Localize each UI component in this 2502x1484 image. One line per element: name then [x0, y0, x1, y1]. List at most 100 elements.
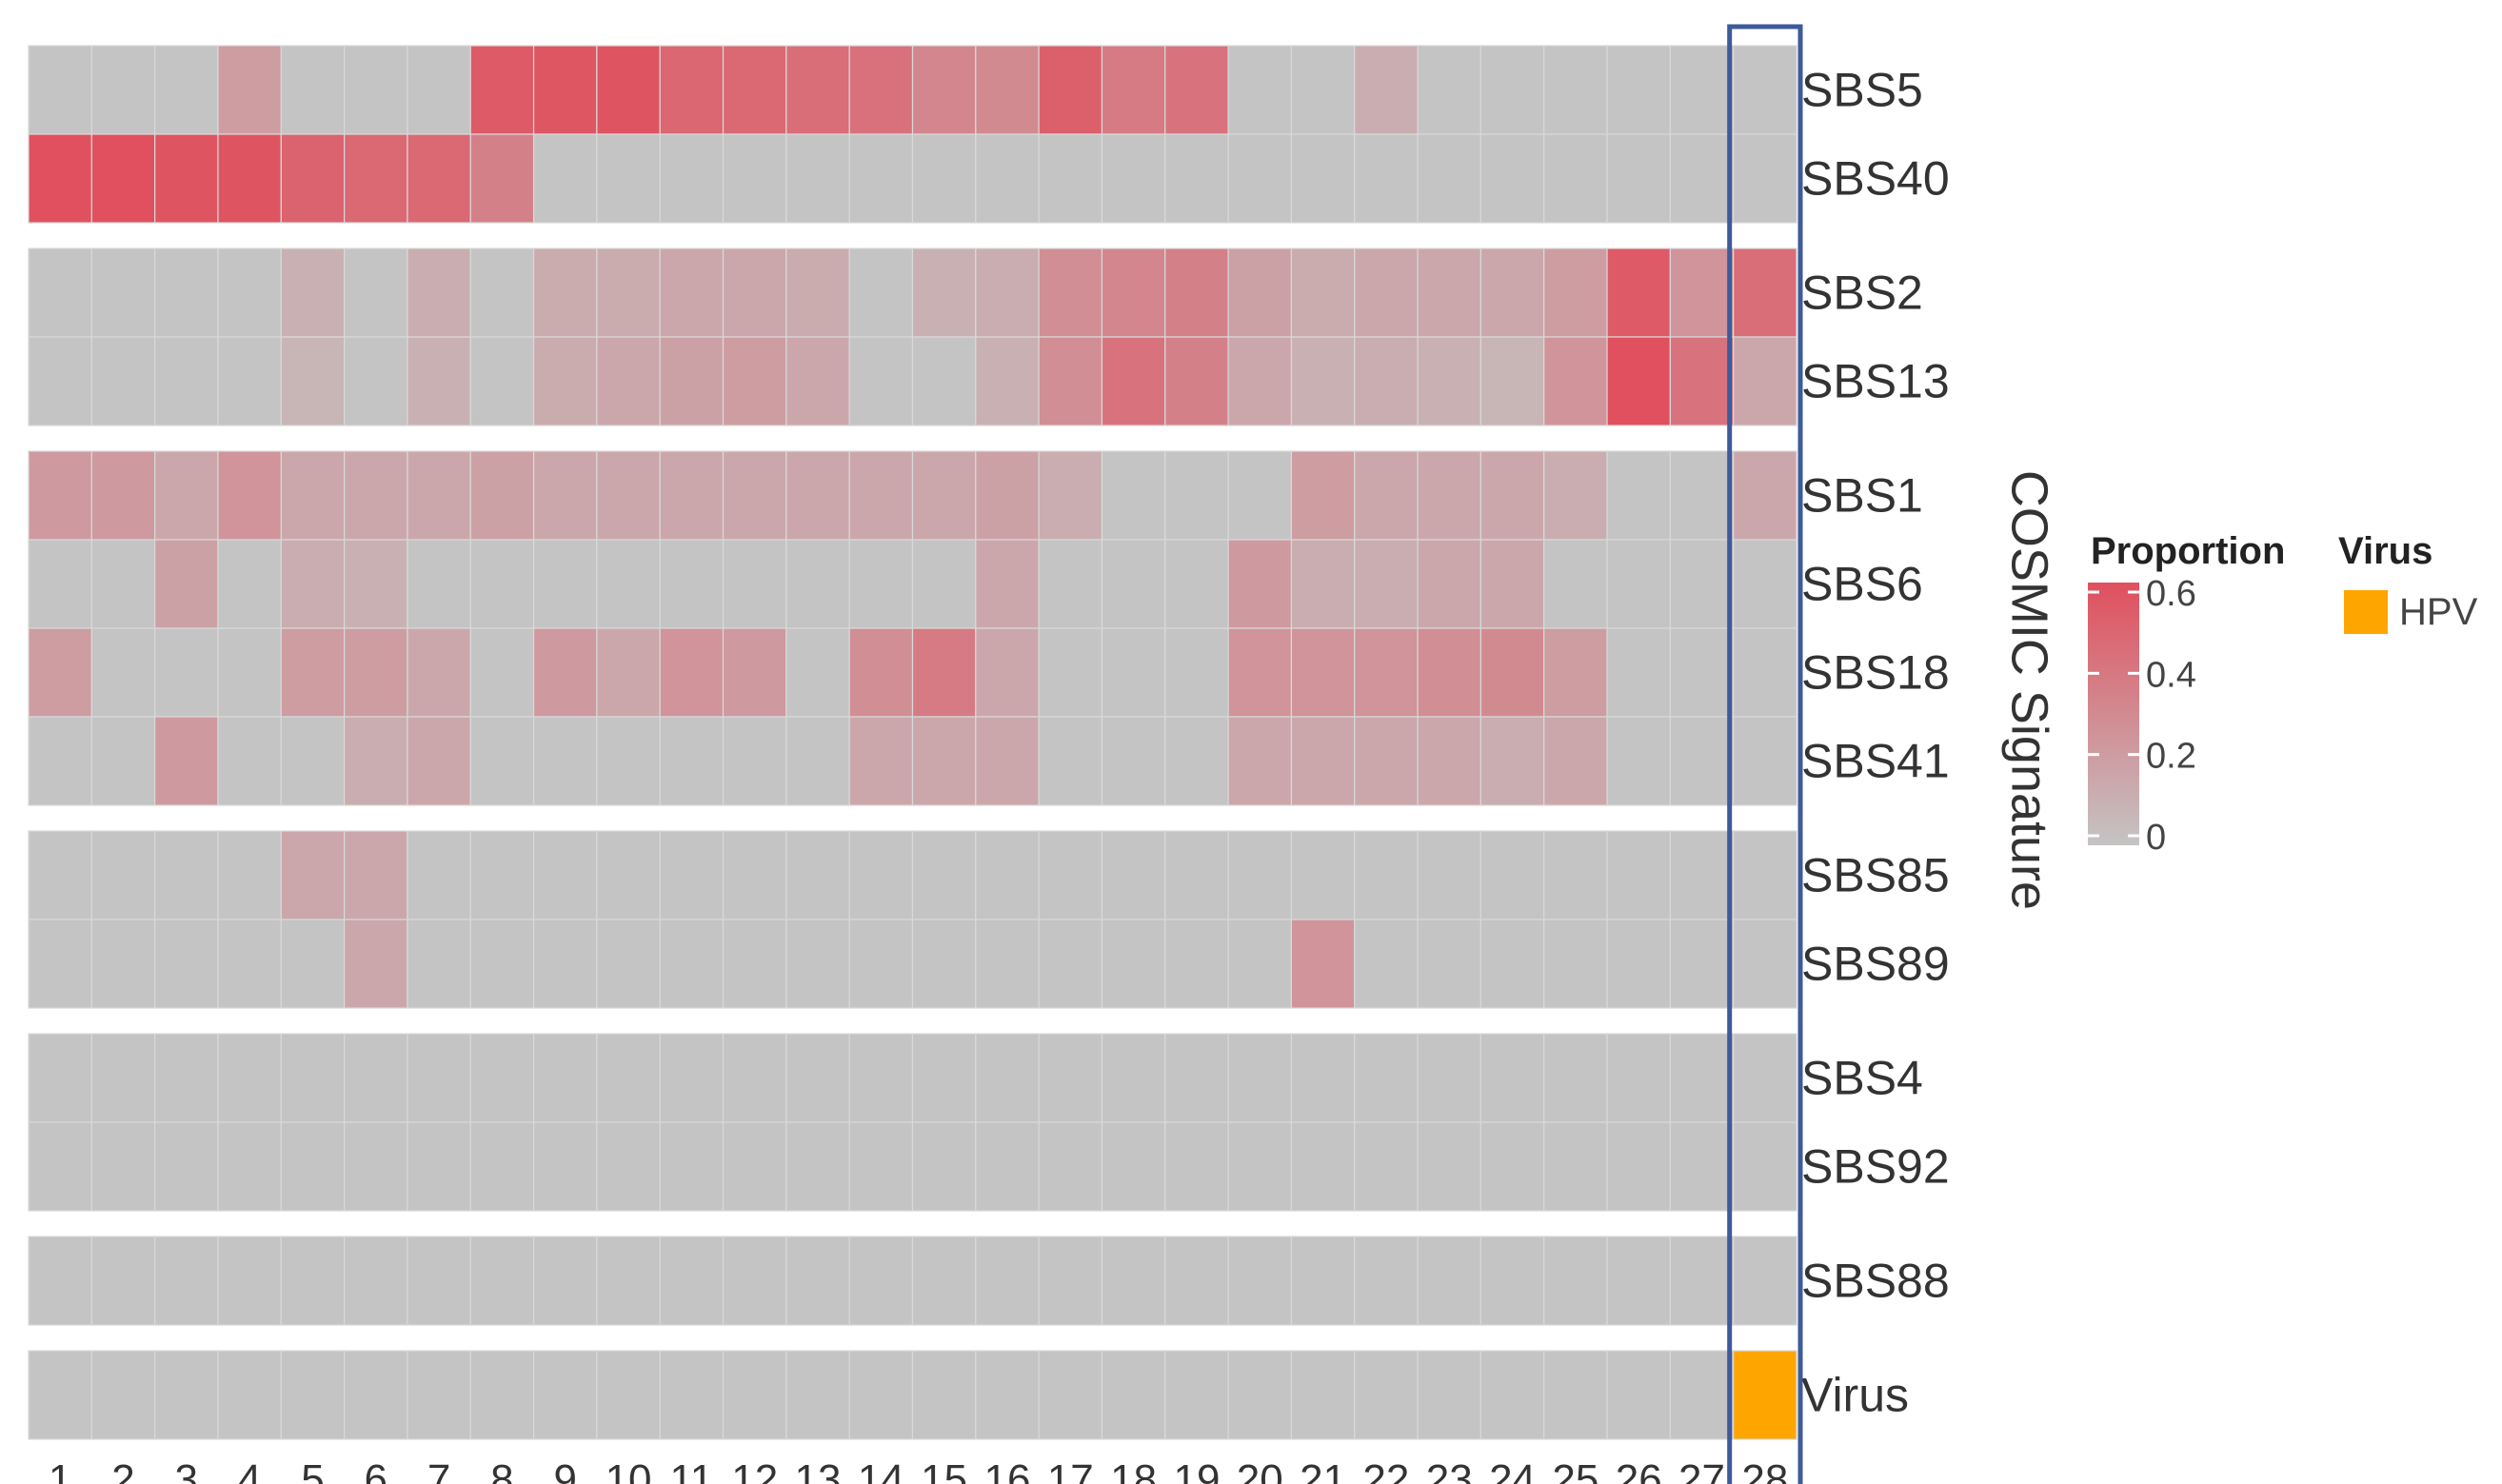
- cell-sbs18-22: [1354, 627, 1419, 718]
- cell-virus-12: [722, 1350, 787, 1440]
- cell-sbs92-18: [1101, 1121, 1166, 1212]
- cell-sbs41-6: [344, 716, 408, 806]
- cell-sbs41-10: [596, 716, 661, 806]
- cell-sbs5-12: [722, 45, 787, 135]
- cell-sbs2-6: [344, 247, 408, 338]
- virus-swatch-hpv: [2344, 590, 2388, 634]
- cell-sbs88-20: [1227, 1236, 1293, 1326]
- cell-sbs6-18: [1101, 539, 1166, 629]
- cell-sbs92-24: [1479, 1121, 1545, 1212]
- cell-sbs4-3: [154, 1033, 219, 1123]
- cell-sbs2-14: [848, 247, 914, 338]
- tick-label-0: 0: [2146, 818, 2166, 858]
- row-label-sbs18: SBS18: [1801, 646, 1950, 700]
- cell-sbs4-17: [1038, 1033, 1103, 1123]
- cell-sbs2-9: [532, 247, 598, 338]
- cell-sbs13-3: [154, 336, 219, 426]
- sample-label-27: 27: [1678, 1456, 1725, 1484]
- cell-sbs89-8: [469, 919, 535, 1009]
- cell-sbs89-20: [1227, 919, 1293, 1009]
- cell-sbs1-8: [469, 450, 535, 541]
- cell-sbs1-16: [975, 450, 1040, 541]
- cell-sbs5-16: [975, 45, 1040, 135]
- cell-sbs6-9: [532, 539, 598, 629]
- sample-label-26: 26: [1616, 1456, 1662, 1484]
- cell-sbs13-1: [28, 336, 92, 426]
- cell-sbs41-21: [1290, 716, 1356, 806]
- cell-sbs13-7: [407, 336, 471, 426]
- cell-sbs2-25: [1543, 247, 1608, 338]
- cell-sbs88-7: [407, 1236, 471, 1326]
- tick-label-0.6: 0.6: [2146, 574, 2196, 614]
- cell-sbs88-16: [975, 1236, 1040, 1326]
- cell-sbs18-25: [1543, 627, 1608, 718]
- cell-sbs1-21: [1290, 450, 1356, 541]
- sample-label-22: 22: [1362, 1456, 1409, 1484]
- row-label-sbs89: SBS89: [1801, 938, 1950, 991]
- cell-sbs13-24: [1479, 336, 1545, 426]
- cell-virus-13: [785, 1350, 850, 1440]
- cell-sbs88-15: [911, 1236, 977, 1326]
- cell-sbs85-12: [722, 830, 787, 920]
- cell-sbs13-23: [1417, 336, 1481, 426]
- cell-sbs6-1: [28, 539, 92, 629]
- cell-sbs88-1: [28, 1236, 92, 1326]
- cell-sbs13-12: [722, 336, 787, 426]
- cell-sbs5-1: [28, 45, 92, 135]
- cell-sbs6-5: [280, 539, 346, 629]
- cell-sbs1-1: [28, 450, 92, 541]
- cell-sbs6-21: [1290, 539, 1356, 629]
- cell-sbs18-15: [911, 627, 977, 718]
- cell-sbs88-14: [848, 1236, 914, 1326]
- cell-sbs2-2: [90, 247, 156, 338]
- cell-virus-17: [1038, 1350, 1103, 1440]
- cell-sbs5-23: [1417, 45, 1481, 135]
- cell-sbs41-2: [90, 716, 156, 806]
- cell-sbs40-24: [1479, 133, 1545, 224]
- cell-sbs40-3: [154, 133, 219, 224]
- sample-label-5: 5: [301, 1456, 324, 1484]
- cell-sbs41-22: [1354, 716, 1419, 806]
- cell-sbs41-24: [1479, 716, 1545, 806]
- cell-sbs41-25: [1543, 716, 1608, 806]
- cell-sbs5-21: [1290, 45, 1356, 135]
- cell-sbs5-11: [659, 45, 725, 135]
- cell-sbs1-10: [596, 450, 661, 541]
- cell-sbs18-20: [1227, 627, 1293, 718]
- cell-sbs1-3: [154, 450, 219, 541]
- cell-sbs5-15: [911, 45, 977, 135]
- cell-virus-6: [344, 1350, 408, 1440]
- cell-sbs18-5: [280, 627, 346, 718]
- cell-sbs5-28: [1733, 45, 1797, 135]
- cell-sbs92-2: [90, 1121, 156, 1212]
- cell-sbs4-25: [1543, 1033, 1608, 1123]
- cell-sbs40-25: [1543, 133, 1608, 224]
- cell-sbs1-5: [280, 450, 346, 541]
- cell-sbs4-28: [1733, 1033, 1797, 1123]
- cell-sbs18-13: [785, 627, 850, 718]
- virus-legend-title: Virus: [2338, 530, 2432, 572]
- cell-sbs92-12: [722, 1121, 787, 1212]
- cell-sbs92-13: [785, 1121, 850, 1212]
- proportion-ticks: 0.6 0.4 0.2 0: [2088, 574, 2196, 858]
- cell-sbs2-17: [1038, 247, 1103, 338]
- cell-sbs4-8: [469, 1033, 535, 1123]
- cell-sbs1-25: [1543, 450, 1608, 541]
- cell-sbs40-5: [280, 133, 346, 224]
- cell-sbs6-6: [344, 539, 408, 629]
- cell-sbs5-2: [90, 45, 156, 135]
- cell-sbs41-26: [1606, 716, 1671, 806]
- cell-sbs85-26: [1606, 830, 1671, 920]
- cell-sbs92-19: [1164, 1121, 1229, 1212]
- sample-label-8: 8: [490, 1456, 513, 1484]
- cell-sbs18-1: [28, 627, 92, 718]
- cell-sbs1-22: [1354, 450, 1419, 541]
- cell-sbs2-12: [722, 247, 787, 338]
- cell-sbs13-26: [1606, 336, 1671, 426]
- cell-sbs92-21: [1290, 1121, 1356, 1212]
- cell-sbs40-18: [1101, 133, 1166, 224]
- cell-sbs85-14: [848, 830, 914, 920]
- cell-virus-3: [154, 1350, 219, 1440]
- cell-sbs89-24: [1479, 919, 1545, 1009]
- sample-label-6: 6: [365, 1456, 387, 1484]
